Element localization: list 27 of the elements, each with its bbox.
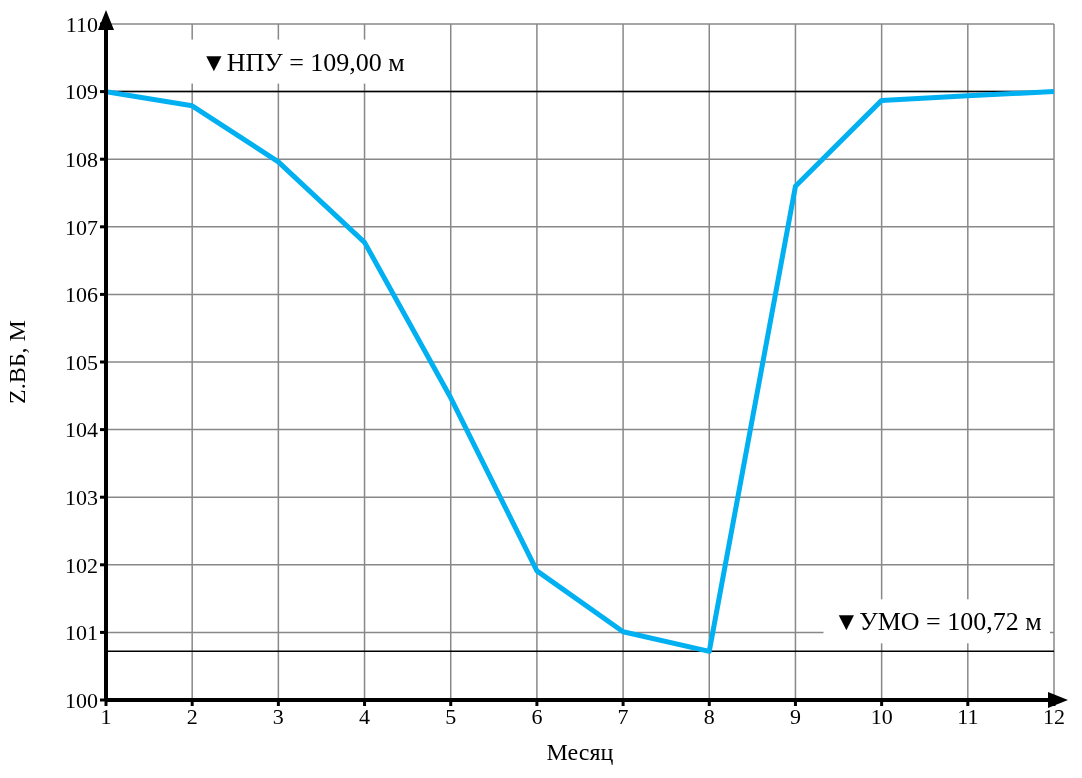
x-axis-title: Месяц [546, 739, 614, 765]
x-tick-label: 12 [1043, 703, 1065, 729]
x-tick-label: 9 [789, 703, 801, 729]
y-axis-title: Z.ВБ, М [3, 320, 30, 404]
x-tick-label: 7 [617, 703, 629, 729]
x-tick-label: 10 [870, 703, 893, 729]
x-tick-label: 4 [359, 703, 371, 729]
y-tick-label: 108 [65, 147, 98, 173]
y-tick-label: 102 [65, 552, 98, 578]
y-tick-label: 104 [65, 417, 98, 443]
y-tick-label: 107 [65, 214, 98, 240]
x-tick-label: 2 [186, 703, 198, 729]
x-tick-label: 6 [531, 703, 543, 729]
x-tick-label: 5 [445, 703, 457, 729]
y-tick-label: 110 [65, 11, 98, 37]
y-tick-label: 105 [65, 349, 98, 375]
x-tick-label: 11 [957, 703, 979, 729]
y-tick-label: 101 [65, 620, 98, 646]
y-tick-label: 106 [65, 282, 98, 308]
ref-line-label: ▼НПУ = 109,00 м [201, 47, 405, 77]
y-tick-label: 103 [65, 485, 98, 511]
ref-line-label: ▼УМО = 100,72 м [833, 607, 1042, 637]
x-tick-label: 8 [703, 703, 715, 729]
x-tick-label: 1 [100, 703, 112, 729]
y-tick-label: 100 [65, 687, 98, 713]
y-tick-label: 109 [65, 79, 98, 105]
x-tick-label: 3 [272, 703, 284, 729]
